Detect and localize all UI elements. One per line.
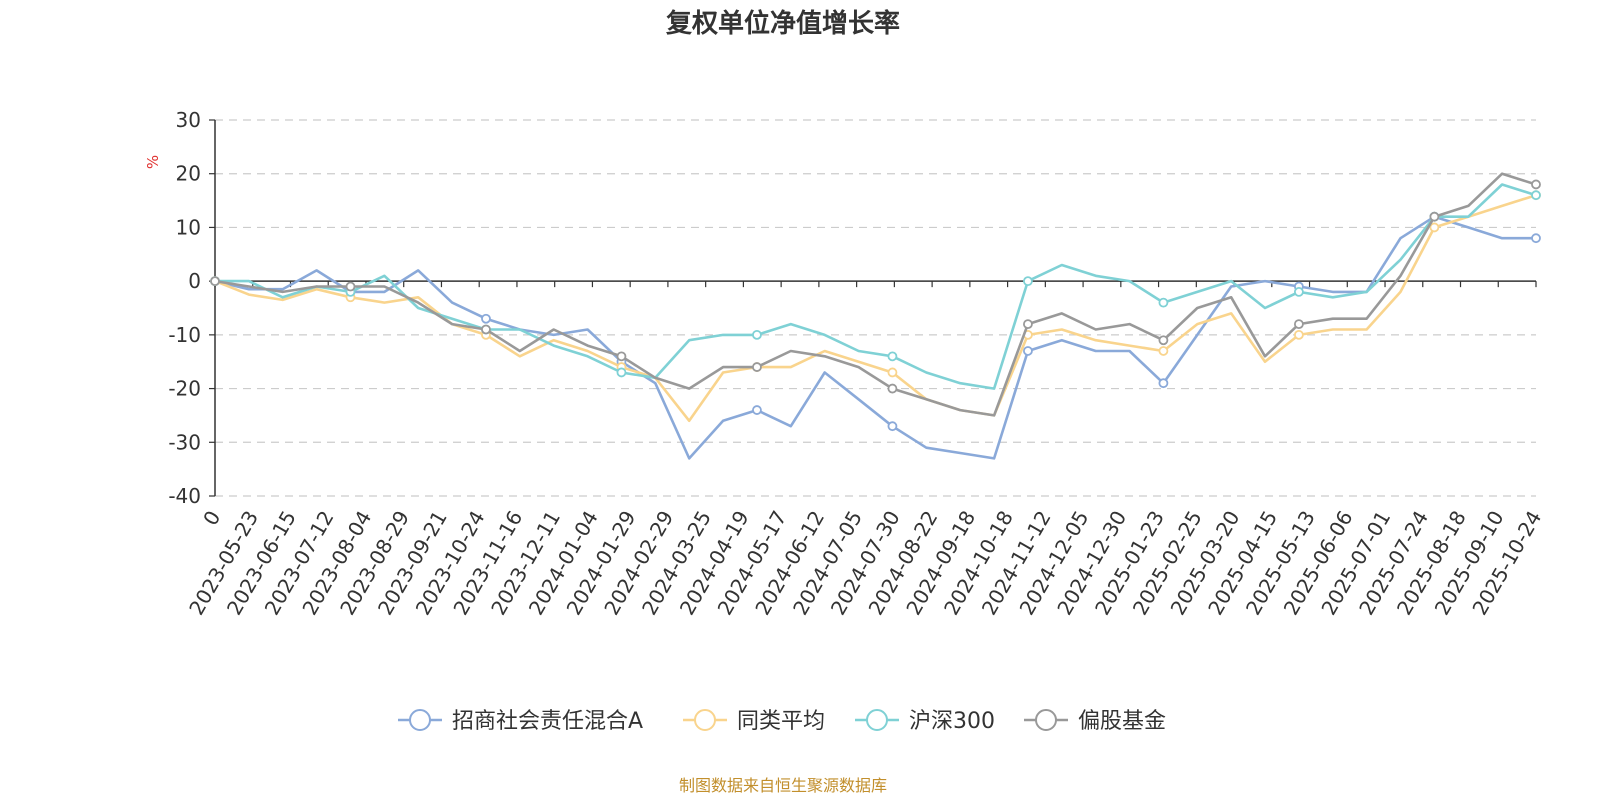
legend-item-1[interactable]: 同类平均 [683,709,825,734]
series-line-3 [214,172,1537,417]
series-point [887,367,898,378]
series-point [1429,222,1440,233]
legend-item-0[interactable]: 招商社会责任混合A [398,709,643,734]
series-point [752,405,762,415]
series-point [1158,297,1169,308]
series-line-2 [215,183,1537,390]
y-tick-label: -10 [168,323,201,347]
series-point [1023,346,1033,356]
legend-label: 招商社会责任混合A [452,709,643,734]
grid-lines [215,119,1536,497]
series-line-0 [214,215,1536,460]
series-point [887,421,898,432]
legend-label: 沪深300 [909,709,995,734]
y-tick-label: 10 [176,215,201,239]
x-axis: 02023-05-232023-06-152023-07-122023-08-0… [184,280,1546,619]
series-point [345,281,356,292]
series-point [1158,346,1169,356]
legend-item-3[interactable]: 偏股基金 [1024,709,1166,734]
legend-swatch-marker [866,709,888,731]
y-tick-label: 0 [188,269,201,293]
series-point [1293,319,1304,330]
legend-label: 同类平均 [737,709,825,734]
series-point [1023,319,1033,330]
y-tick-label: 30 [176,108,201,132]
series-point [887,383,898,394]
series-point [1158,335,1169,346]
series-line-1 [214,193,1537,423]
chart-title: 复权单位净值增长率 [666,8,900,39]
series-point [616,367,627,378]
legend-item-2[interactable]: 沪深300 [855,709,995,734]
series-point [1023,276,1033,287]
source-note: 制图数据来自恒生聚源数据库 [679,776,887,795]
y-axis: 30 20 10 0 -10 -20 -30 -40 [168,108,216,508]
legend[interactable]: 招商社会责任混合A 同类平均 沪深300 偏股基金 [398,709,1166,734]
series-point [481,324,491,335]
y-tick-label: -40 [168,484,201,508]
series-lines [210,172,1541,460]
series-point [1429,211,1440,222]
legend-swatch-marker [409,709,431,731]
x-tick-label: 0 [198,507,225,530]
series-point [1158,378,1169,389]
series-point [616,351,627,362]
series-point [1293,286,1304,297]
series-point [210,276,220,287]
series-point [752,362,762,372]
y-tick-label: 20 [176,162,201,186]
legend-label: 偏股基金 [1078,709,1166,734]
series-point [1293,329,1304,340]
y-axis-unit: % [144,155,162,169]
legend-swatch-marker [694,709,716,731]
y-tick-label: -30 [168,430,201,454]
series-point [887,351,898,362]
legend-swatch-marker [1035,709,1057,731]
y-tick-label: -20 [168,377,201,401]
series-point [1531,190,1541,201]
series-point [1531,179,1541,190]
series-point [481,313,491,324]
series-point [752,329,762,340]
series-point [1531,233,1541,244]
